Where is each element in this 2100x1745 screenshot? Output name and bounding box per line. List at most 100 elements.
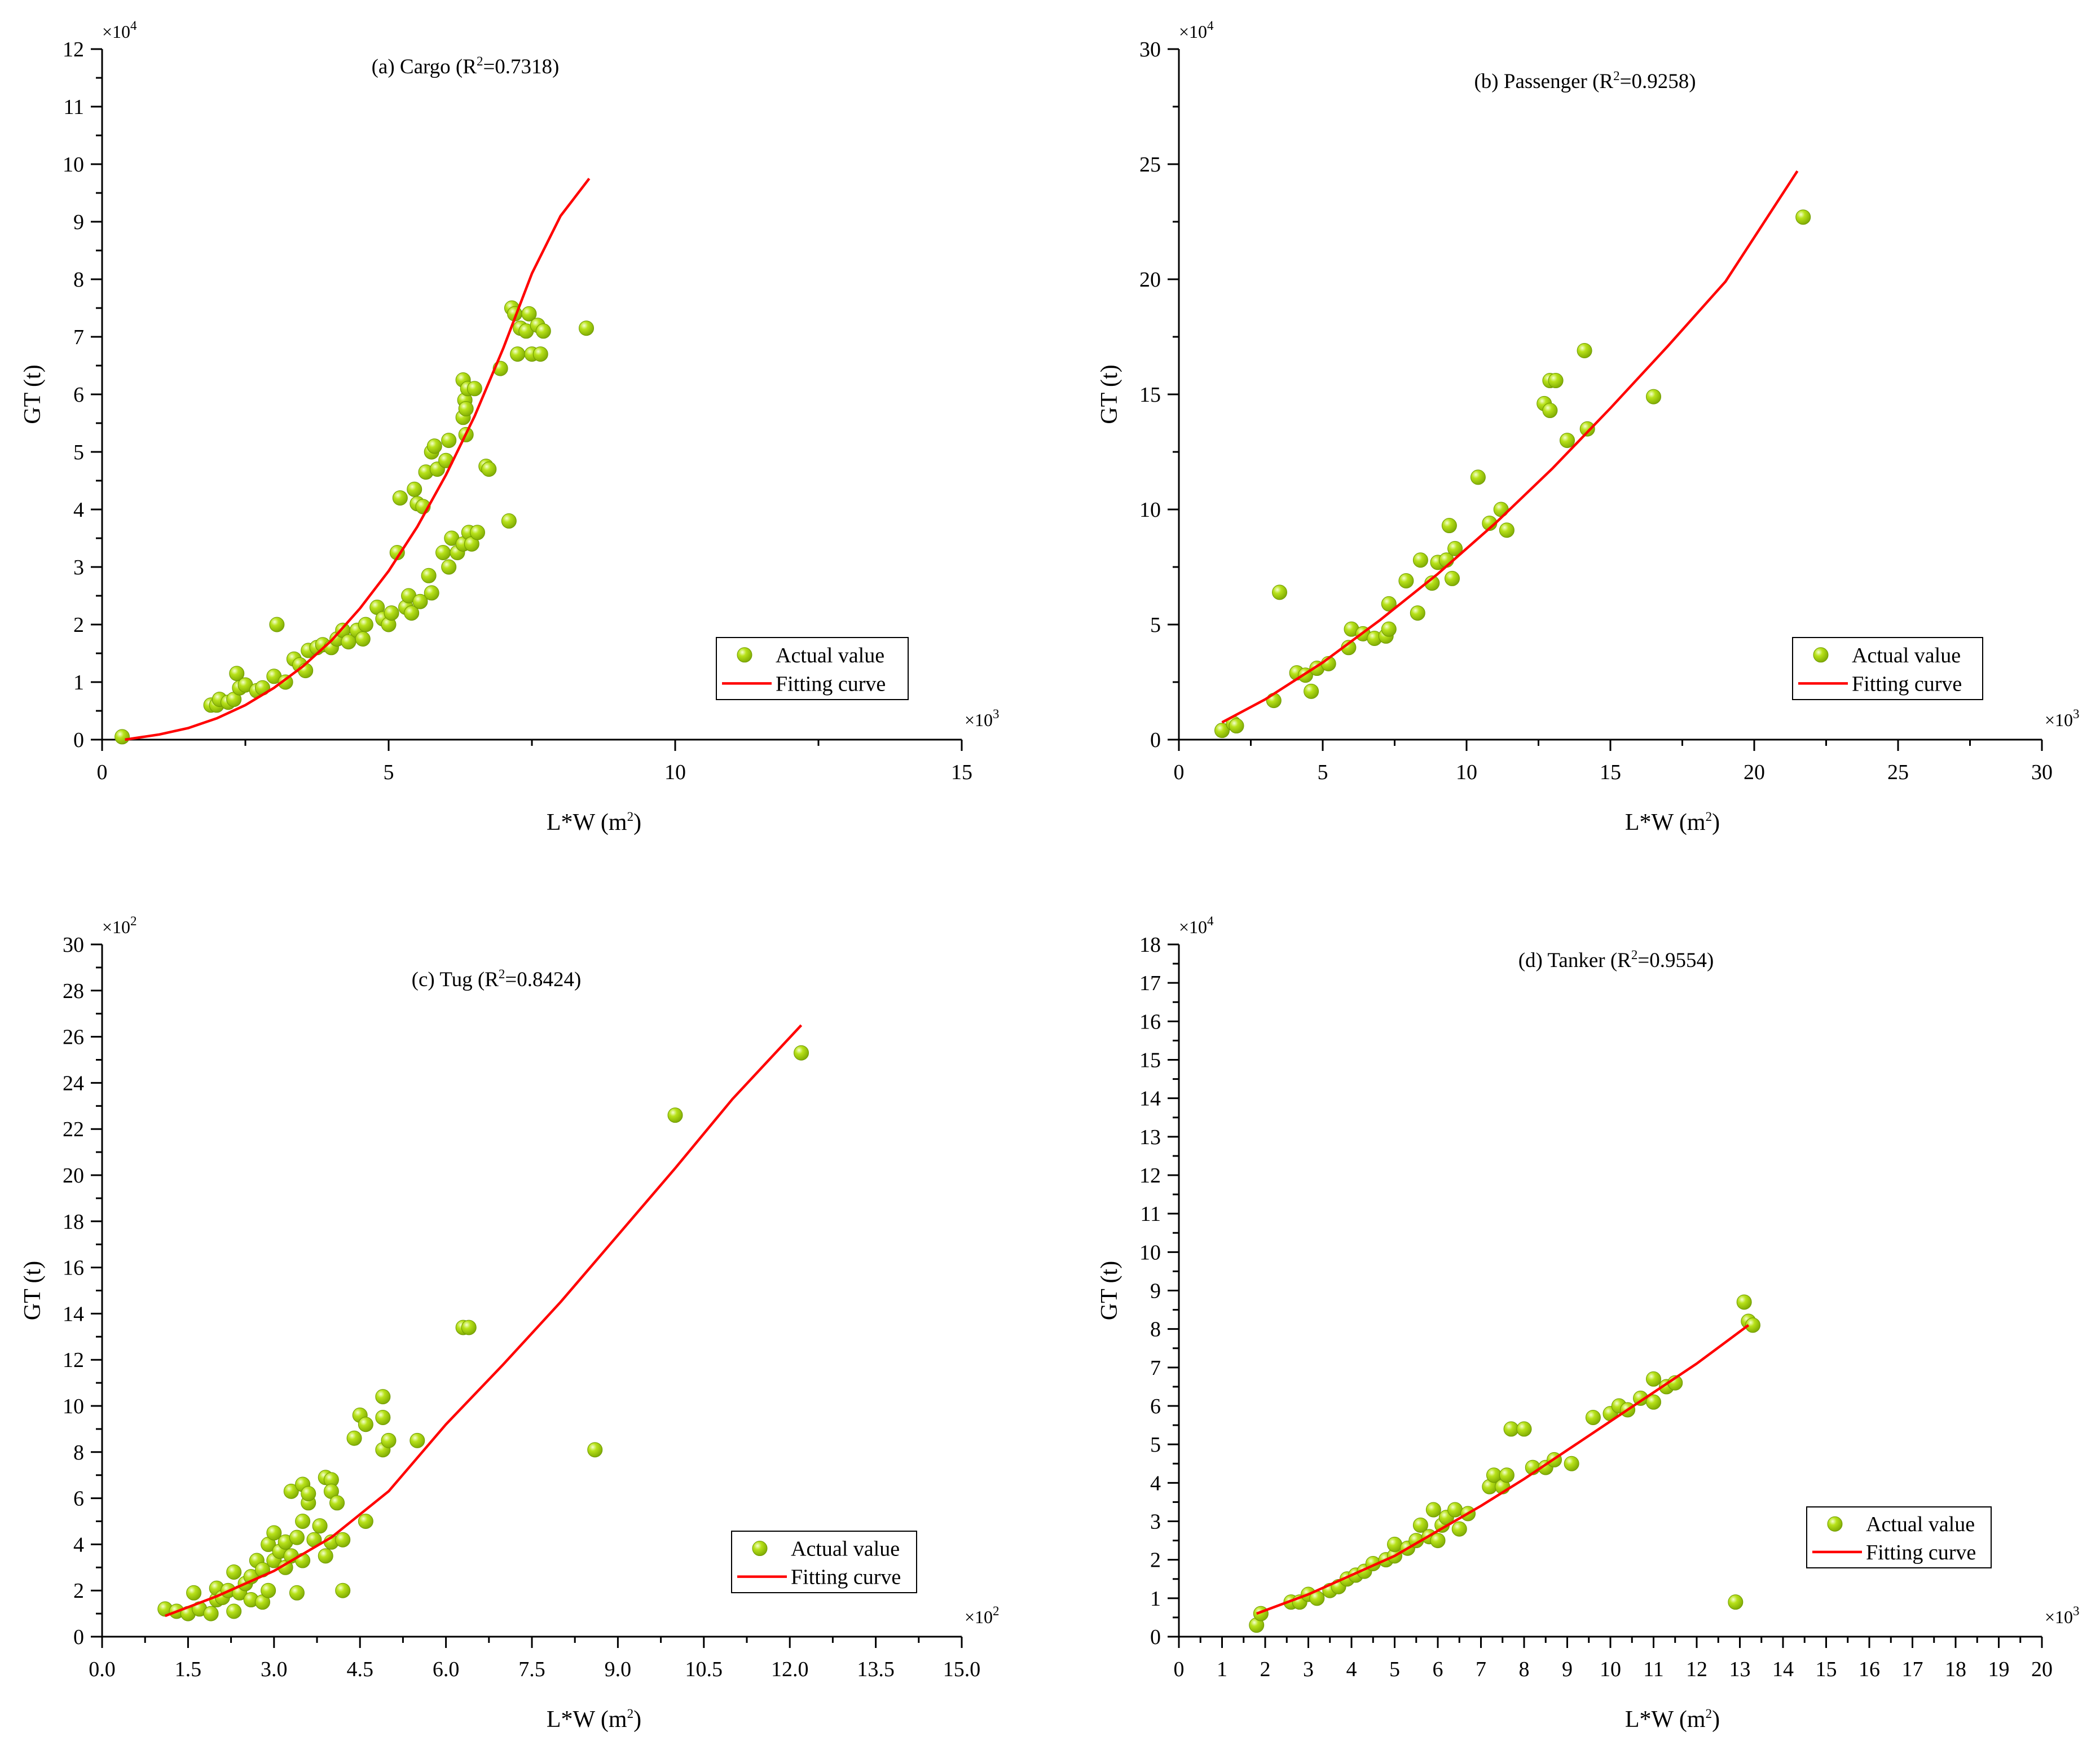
data-point bbox=[466, 381, 482, 397]
data-point bbox=[667, 1107, 683, 1123]
x-tick-label: 10 bbox=[1456, 761, 1477, 784]
x-axis-label-sup: 2 bbox=[1706, 1707, 1712, 1721]
x-tick-label: 6.0 bbox=[433, 1658, 460, 1681]
y-multiplier: ×104 bbox=[1179, 914, 1214, 937]
data-point bbox=[269, 617, 285, 632]
data-point bbox=[1451, 1521, 1467, 1537]
y-axis-label: GT (t) bbox=[20, 1261, 46, 1320]
y-tick-label: 12 bbox=[1139, 1164, 1161, 1188]
data-point bbox=[289, 1585, 305, 1601]
y-multiplier-exp: 4 bbox=[1207, 19, 1214, 33]
y-tick-label: 2 bbox=[1150, 1549, 1161, 1572]
data-point bbox=[532, 346, 548, 362]
x-axis-label-sup: 2 bbox=[627, 1707, 634, 1721]
chart-title-text: (d) Tanker (R bbox=[1518, 949, 1631, 972]
x-tick-label: 9.0 bbox=[605, 1658, 632, 1681]
x-tick-label: 0.0 bbox=[89, 1658, 116, 1681]
chart-title-text: (b) Passenger (R bbox=[1474, 70, 1613, 93]
x-tick-label: 5 bbox=[1318, 761, 1328, 784]
data-point bbox=[441, 433, 457, 449]
x-axis-label: L*W (m2) bbox=[547, 810, 641, 836]
y-tick-label: 9 bbox=[1150, 1280, 1161, 1303]
y-tick-label: 5 bbox=[1150, 1433, 1161, 1457]
y-tick-label: 30 bbox=[1139, 38, 1161, 61]
data-point bbox=[1304, 683, 1319, 699]
x-tick-label: 2 bbox=[1260, 1658, 1271, 1681]
chart-title: (b) Passenger (R2=0.9258) bbox=[1474, 69, 1696, 93]
y-tick-label: 2 bbox=[73, 1579, 84, 1603]
data-point bbox=[1795, 209, 1811, 225]
x-axis-label-close: ) bbox=[1712, 810, 1720, 836]
legend: Actual value Fitting curve bbox=[716, 637, 909, 700]
data-point bbox=[1585, 1409, 1601, 1425]
x-axis-label: L*W (m2) bbox=[547, 1707, 641, 1733]
y-tick-label: 10 bbox=[63, 153, 84, 177]
y-tick-label: 4 bbox=[1150, 1471, 1161, 1495]
x-multiplier: ×103 bbox=[2045, 1604, 2080, 1627]
data-point bbox=[203, 1606, 219, 1621]
y-tick-label: 25 bbox=[1139, 153, 1161, 177]
legend-box bbox=[716, 637, 909, 700]
y-tick-label: 6 bbox=[73, 1487, 84, 1511]
chart-title-r2-value: =0.9258) bbox=[1620, 70, 1696, 93]
x-multiplier-exp: 3 bbox=[2073, 1604, 2080, 1618]
y-tick-label: 9 bbox=[73, 210, 84, 234]
data-point bbox=[421, 568, 437, 583]
data-point bbox=[1579, 421, 1595, 437]
x-multiplier-base: ×10 bbox=[965, 1607, 993, 1627]
y-tick-label: 1 bbox=[73, 671, 84, 695]
data-point bbox=[358, 617, 373, 632]
data-point bbox=[375, 1409, 391, 1425]
x-tick-label: 19 bbox=[1988, 1658, 2010, 1681]
data-point bbox=[289, 1529, 305, 1545]
x-axis-label-text: L*W (m bbox=[1625, 1707, 1706, 1733]
data-point bbox=[278, 674, 293, 690]
data-point bbox=[794, 1045, 809, 1061]
data-point bbox=[1728, 1594, 1744, 1610]
data-point bbox=[335, 1583, 351, 1598]
data-point bbox=[1564, 1456, 1579, 1471]
data-point bbox=[579, 320, 595, 336]
data-point bbox=[458, 401, 474, 416]
legend-actual-label: Actual value bbox=[776, 644, 884, 667]
data-point bbox=[1412, 552, 1428, 568]
data-point bbox=[1398, 573, 1414, 588]
data-point bbox=[115, 729, 130, 745]
y-tick-label: 8 bbox=[1150, 1318, 1161, 1342]
legend-fit-label: Fitting curve bbox=[791, 1566, 901, 1589]
data-point bbox=[1253, 1606, 1269, 1621]
x-axis-label-sup: 2 bbox=[627, 810, 634, 824]
data-point bbox=[335, 1532, 351, 1548]
x-tick-label: 20 bbox=[1744, 761, 1765, 784]
chart-panel-d: 0 1 2 3 4 5 6 7 8 9 10 11 12 13 14 15 16 17 18 19 2001234567… bbox=[1097, 914, 2080, 1733]
fitting-curve-line bbox=[1256, 1324, 1750, 1615]
chart-title: (c) Tug (R2=0.8424) bbox=[412, 967, 582, 991]
chart-title-r2-sup: 2 bbox=[1631, 948, 1638, 962]
data-point bbox=[424, 585, 439, 601]
y-tick-label: 20 bbox=[1139, 268, 1161, 292]
y-tick-label: 6 bbox=[73, 383, 84, 407]
data-point bbox=[1503, 1421, 1519, 1437]
y-tick-label: 0 bbox=[73, 728, 84, 752]
data-point bbox=[384, 605, 399, 621]
y-multiplier-base: ×10 bbox=[1179, 21, 1207, 42]
chart-title-text: (c) Tug (R bbox=[412, 968, 499, 991]
x-tick-label: 15 bbox=[1816, 1658, 1837, 1681]
data-point bbox=[346, 1430, 362, 1446]
x-tick-label: 3.0 bbox=[261, 1658, 288, 1681]
y-tick-label: 11 bbox=[63, 95, 84, 119]
data-point bbox=[1266, 693, 1282, 709]
x-axis-label-text: L*W (m bbox=[1625, 810, 1706, 836]
x-tick-label: 30 bbox=[2031, 761, 2053, 784]
legend-actual-label: Actual value bbox=[1852, 644, 1961, 667]
y-multiplier-base: ×10 bbox=[1179, 917, 1207, 937]
y-tick-label: 20 bbox=[63, 1164, 84, 1188]
legend: Actual value Fitting curve bbox=[731, 1531, 917, 1593]
data-point bbox=[1447, 540, 1463, 556]
data-point bbox=[358, 1417, 373, 1432]
y-tick-label: 8 bbox=[73, 1441, 84, 1465]
data-point bbox=[426, 438, 442, 454]
y-multiplier-exp: 2 bbox=[130, 914, 137, 928]
x-tick-label: 3 bbox=[1303, 1658, 1314, 1681]
